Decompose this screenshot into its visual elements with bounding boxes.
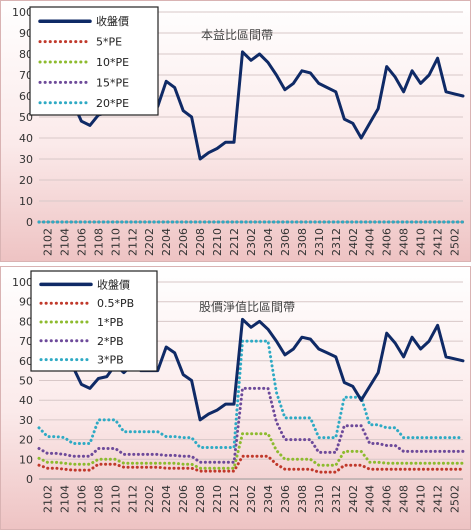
x-tick-label: 2404: [364, 485, 377, 513]
y-tick-label: 50: [19, 375, 33, 388]
x-tick-label: 2306: [279, 228, 292, 256]
pb-band-chart-panel: 0 10 20 30 40 50 60 70 80 90 100 2102 2104 2106 2108 21…: [0, 266, 471, 530]
series-line: [37, 454, 465, 474]
x-tick-label: 2406: [381, 485, 394, 513]
x-tick-label: 2302: [245, 228, 258, 256]
x-tick-label: 2208: [194, 228, 207, 256]
x-tick-label: 2206: [177, 228, 190, 256]
pe-band-chart-panel: 0 10 20 30 40 50 60 70 80 90 100 2102 2104 2106 2108 21…: [0, 0, 471, 262]
y-tick-label: 80: [19, 315, 33, 328]
y-tick-label: 20: [19, 174, 33, 187]
legend-label: 3*PB: [97, 354, 124, 367]
y-tick-label: 40: [19, 132, 33, 145]
x-tick-label: 2110: [109, 228, 122, 256]
series-line: [37, 339, 465, 449]
series-line: [37, 432, 465, 470]
x-tick-label: 2306: [279, 485, 292, 513]
chart-1: 0 10 20 30 40 50 60 70 80 90 100 2102 2104 2106 2108 21…: [12, 270, 465, 513]
legend-label: 收盤價: [96, 14, 129, 28]
legend-label: 1*PB: [97, 316, 124, 329]
y-tick-label: 30: [19, 153, 33, 166]
x-tick-label: 2312: [330, 228, 343, 256]
x-tick-label: 2406: [381, 228, 394, 256]
x-tick-label: 2104: [58, 228, 71, 256]
legend-label: 15*PE: [96, 76, 129, 89]
legend-label: 2*PB: [97, 335, 124, 348]
x-tick-label: 2402: [347, 485, 360, 513]
y-tick-label: 10: [19, 453, 33, 466]
x-tick-label: 2104: [58, 485, 71, 513]
y-tick-label: 90: [19, 296, 33, 309]
x-tick-label: 2412: [432, 228, 445, 256]
y-tick-label: 100: [12, 276, 33, 289]
x-tick-label: 2502: [449, 228, 462, 256]
x-tick-label: 2304: [262, 485, 275, 513]
legend: 收盤價 0.5*PB 1*PB 2*PB 3*PB: [30, 270, 158, 372]
legend-label: 10*PE: [96, 56, 129, 69]
x-tick-label: 2502: [449, 485, 462, 513]
x-tick-label: 2206: [177, 485, 190, 513]
x-tick-label: 2212: [228, 485, 241, 513]
x-tick-label: 2404: [364, 228, 377, 256]
y-tick-label: 30: [19, 414, 33, 427]
chart-title: 本益比區間帶: [201, 28, 273, 42]
x-tick-label: 2410: [415, 228, 428, 256]
x-tick-label: 2208: [194, 485, 207, 513]
legend: 收盤價 5*PE 10*PE 15*PE 20*PE: [29, 6, 159, 116]
y-tick-label: 70: [19, 335, 33, 348]
y-tick-label: 10: [19, 195, 33, 208]
y-tick-label: 100: [12, 6, 33, 19]
x-tick-label: 2106: [75, 228, 88, 256]
x-tick-label: 2102: [41, 485, 54, 513]
chart-title: 股價淨值比區間帶: [199, 299, 295, 314]
x-tick-label: 2102: [41, 228, 54, 256]
x-tick-label: 2202: [143, 228, 156, 256]
x-tick-label: 2106: [75, 485, 88, 513]
x-tick-label: 2310: [313, 228, 326, 256]
x-tick-label: 2110: [109, 485, 122, 513]
x-tick-label: 2304: [262, 228, 275, 256]
x-tick-label: 2108: [92, 228, 105, 256]
x-tick-label: 2212: [228, 228, 241, 256]
x-tick-label: 2112: [126, 228, 139, 256]
legend-label: 0.5*PB: [97, 297, 134, 310]
y-tick-label: 0: [26, 473, 33, 486]
x-tick-label: 2202: [143, 485, 156, 513]
x-tick-label: 2204: [160, 228, 173, 256]
x-tick-label: 2108: [92, 485, 105, 513]
series-line: [37, 386, 465, 464]
x-tick-label: 2308: [296, 485, 309, 513]
series-line: [37, 317, 465, 422]
x-tick-label: 2210: [211, 228, 224, 256]
x-tick-label: 2112: [126, 485, 139, 513]
x-tick-label: 2402: [347, 228, 360, 256]
x-tick-label: 2412: [432, 485, 445, 513]
pb-band-chart: 0 10 20 30 40 50 60 70 80 90 100 2102 2104 2106 2108 21…: [12, 270, 465, 513]
legend-label: 收盤價: [97, 277, 130, 291]
y-tick-label: 60: [19, 355, 33, 368]
x-tick-label: 2408: [398, 228, 411, 256]
y-tick-label: 20: [19, 434, 33, 447]
x-tick-label: 2408: [398, 485, 411, 513]
x-tick-label: 2312: [330, 485, 343, 513]
x-tick-label: 2410: [415, 485, 428, 513]
x-tick-label: 2310: [313, 485, 326, 513]
y-tick-label: 0: [26, 216, 33, 229]
x-tick-label: 2204: [160, 485, 173, 513]
x-tick-label: 2308: [296, 228, 309, 256]
y-tick-label: 40: [19, 394, 33, 407]
legend-label: 5*PE: [96, 36, 122, 49]
x-tick-label: 2302: [245, 485, 258, 513]
x-tick-label: 2210: [211, 485, 224, 513]
legend-label: 20*PE: [96, 97, 129, 110]
